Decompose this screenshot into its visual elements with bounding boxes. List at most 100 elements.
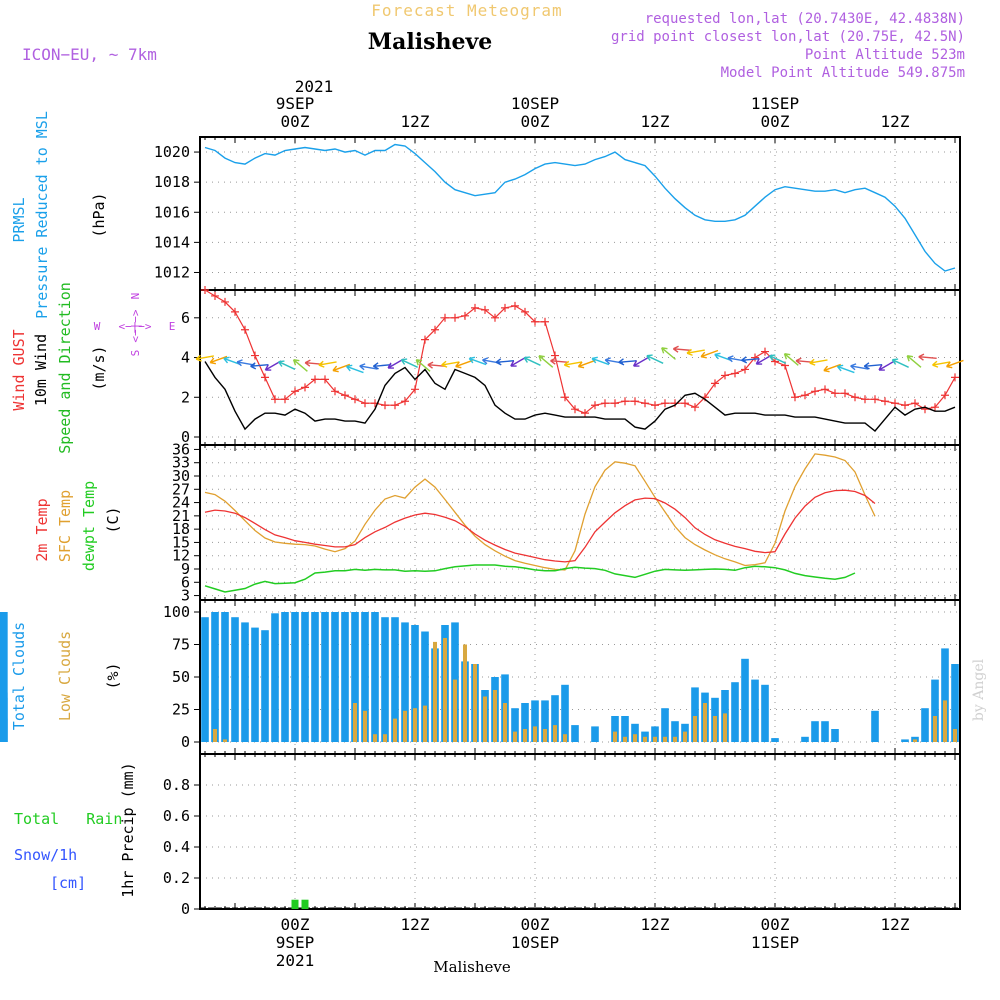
gust-marker xyxy=(411,385,419,394)
gust-marker xyxy=(581,409,589,418)
low-cloud-bar xyxy=(513,731,517,742)
wind-arrow-shape xyxy=(372,362,392,370)
temperature-ytick-label: 24 xyxy=(172,494,190,512)
gust-marker xyxy=(431,325,439,334)
low-cloud-bar xyxy=(383,734,387,742)
gust-marker xyxy=(201,286,209,294)
gust-marker xyxy=(491,313,499,322)
gust-marker xyxy=(761,347,769,356)
gust-marker xyxy=(281,395,289,404)
wind-arrow xyxy=(523,356,541,366)
gust-marker xyxy=(401,397,409,406)
wind-arrow xyxy=(700,349,719,359)
gust-marker xyxy=(641,399,649,408)
gust-marker xyxy=(631,397,639,406)
wind-arrow xyxy=(550,357,569,365)
low-cloud-bar xyxy=(413,708,417,742)
gust-marker xyxy=(251,351,259,360)
clouds-unit: (%) xyxy=(104,662,122,689)
total-cloud-bar xyxy=(281,612,289,742)
wind-unit: (m/s) xyxy=(90,345,108,390)
wind-arrow-shape xyxy=(891,358,909,368)
bottom-date-label: 11SEP xyxy=(751,933,799,952)
wind-arrow-shape xyxy=(686,348,705,356)
gust-marker xyxy=(881,397,889,406)
total-cloud-bar xyxy=(331,612,339,742)
wind-arrow xyxy=(345,364,364,374)
wind-labels: Wind GUST 10m Wind Speed and Direction (… xyxy=(10,282,175,454)
gust-marker xyxy=(841,389,849,398)
gust-marker xyxy=(351,395,359,404)
wind-arrow xyxy=(468,356,487,366)
gust-marker xyxy=(231,307,239,316)
wind-arrow-shape xyxy=(523,356,541,366)
gust-marker xyxy=(931,403,939,412)
wind-arrow xyxy=(359,363,378,371)
wind-arrow-shape xyxy=(945,359,964,369)
total-cloud-bar xyxy=(811,721,819,742)
gust-label: Wind GUST xyxy=(10,329,28,410)
top-date-label: 10SEP xyxy=(511,94,559,113)
low-cloud-bar xyxy=(213,729,217,742)
total-cloud-bar xyxy=(611,716,619,742)
bottom-hour-label: 12Z xyxy=(641,915,670,934)
wind-arrow-shape xyxy=(332,363,351,373)
low-cloud-bar xyxy=(473,664,477,742)
wind-arrow xyxy=(878,360,895,371)
gust-marker xyxy=(831,389,839,398)
low-cloud-bar xyxy=(713,716,717,742)
temperature-ytick-label: 6 xyxy=(181,573,190,591)
gust-marker xyxy=(421,335,429,344)
top-date-label: 9SEP xyxy=(276,94,315,113)
low-cloud-bar xyxy=(953,729,957,742)
wind-ytick-label: 0 xyxy=(181,428,190,446)
clouds-ytick-label: 25 xyxy=(172,701,190,719)
total-cloud-bar xyxy=(421,631,429,742)
gust-marker xyxy=(611,399,619,408)
total-cloud-bar xyxy=(301,612,309,742)
wind-arrow-shape xyxy=(809,358,828,366)
low-cloud-bar xyxy=(673,736,677,742)
total-cloud-bar xyxy=(571,725,579,742)
low-cloud-bar xyxy=(723,713,727,742)
total-cloud-bar xyxy=(591,726,599,742)
total-cloud-bar xyxy=(521,703,529,742)
point-altitude: Point Altitude 523m xyxy=(805,47,965,63)
wind-panel: 0 2 4 6 xyxy=(181,286,964,446)
t2m-label: 2m Temp xyxy=(33,498,51,561)
wind-arrow xyxy=(510,356,527,367)
total-cloud-bar xyxy=(951,664,959,742)
clouds-ytick-label: 75 xyxy=(172,636,190,654)
low-clouds-label: Low Clouds xyxy=(56,631,74,721)
bottom-hour-label: 12Z xyxy=(881,915,910,934)
precipitation-ytick-label: 0.2 xyxy=(163,869,190,887)
gust-marker xyxy=(381,401,389,410)
gust-marker xyxy=(891,399,899,408)
wind-arrow xyxy=(932,360,951,368)
low-cloud-bar xyxy=(653,736,657,742)
sfc-temp-line xyxy=(204,453,876,571)
total-cloud-bar xyxy=(341,612,349,742)
wind-arrow xyxy=(577,359,596,369)
precipitation-ytick-label: 0.4 xyxy=(163,838,190,856)
precipitation-ytick-label: 0 xyxy=(181,900,190,918)
wind-arrow xyxy=(945,359,964,369)
low-cloud-bar xyxy=(423,705,427,742)
watermark: by Angel xyxy=(971,658,987,721)
wind-arrow-shape xyxy=(863,362,883,370)
total-cloud-bar xyxy=(351,612,359,742)
total-cloud-bar xyxy=(771,738,779,742)
wind-arrow-shape xyxy=(783,353,799,366)
total-cloud-bar xyxy=(221,612,229,742)
low-cloud-bar xyxy=(943,700,947,742)
model-label: ICON−EU, ~ 7km xyxy=(22,45,157,64)
gust-marker xyxy=(471,303,479,312)
low-cloud-bar xyxy=(403,710,407,742)
bottom-date-label: 10SEP xyxy=(511,933,559,952)
total-cloud-bar xyxy=(761,684,769,742)
bottom-hour-label: 00Z xyxy=(521,915,550,934)
low-cloud-bar xyxy=(663,736,667,742)
precipitation-frame xyxy=(199,753,961,910)
